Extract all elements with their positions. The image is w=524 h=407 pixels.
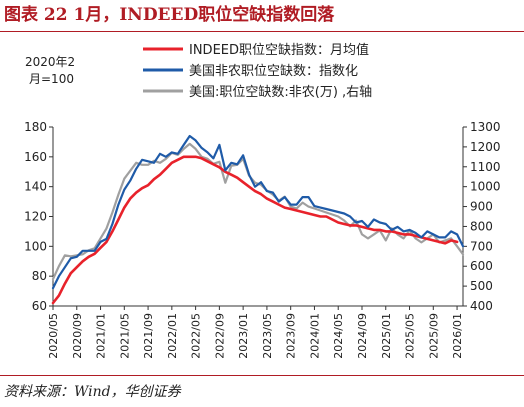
series-line-2 [51,142,465,281]
left-axis-note-line-1: 2020年2 [25,55,75,69]
x-tick-label: 2021/09 [142,313,155,359]
y-right-tick-label: 1300 [470,120,501,134]
y-right-tick-label: 1100 [470,160,501,174]
x-tick-label: 2021/05 [118,313,131,359]
legend-label-0: INDEED职位空缺指数：月均值 [189,42,369,58]
y-left-tick-label: 140 [24,180,47,194]
x-tick-label: 2022/05 [190,313,203,359]
y-left-tick-label: 100 [24,239,47,253]
x-tick-label: 2021/01 [95,313,108,359]
x-tick-label: 2023/09 [285,313,298,359]
x-tick-label: 2026/01 [451,313,464,359]
chart-title: 图表 22 1月，INDEED职位空缺指数回落 [4,5,335,25]
series-line-0 [51,155,459,305]
y-left-tick-label: 120 [24,210,47,224]
x-tick-label: 2024/05 [332,313,345,359]
y-left-tick-label: 60 [32,299,47,313]
y-left-tick-label: 80 [32,269,47,283]
x-tick-label: 2024/09 [356,313,369,359]
y-right-tick-label: 800 [470,219,493,233]
y-right-tick-label: 700 [470,239,493,253]
x-tick-label: 2025/01 [380,313,393,359]
x-tick-label: 2023/01 [237,313,250,359]
y-right-tick-label: 900 [470,200,493,214]
y-right-tick-label: 1200 [470,140,501,154]
x-tick-label: 2023/05 [261,313,274,359]
y-right-tick-label: 1000 [470,180,501,194]
x-tick-label: 2020/05 [47,313,60,359]
x-tick-label: 2025/05 [404,313,417,359]
y-right-tick-label: 600 [470,259,493,273]
legend-label-1: 美国非农职位空缺数：指数化 [189,64,358,79]
x-tick-label: 2020/09 [71,313,84,359]
left-axis-note-line-2: 月=100 [29,72,74,86]
y-right-tick-label: 400 [470,299,493,313]
legend-label-2: 美国:职位空缺数:非农(万) ,右轴 [189,85,372,100]
x-tick-label: 2025/09 [427,313,440,359]
source-divider [0,375,524,376]
x-tick-label: 2022/01 [166,313,179,359]
y-left-tick-label: 160 [24,150,47,164]
x-tick-label: 2024/01 [308,313,321,359]
y-left-tick-label: 180 [24,120,47,134]
series-line-1 [51,134,465,290]
y-right-tick-label: 500 [470,279,493,293]
x-tick-label: 2022/09 [213,313,226,359]
title-divider [0,31,524,32]
source-note: 资料来源：Wind，华创证券 [4,384,181,400]
